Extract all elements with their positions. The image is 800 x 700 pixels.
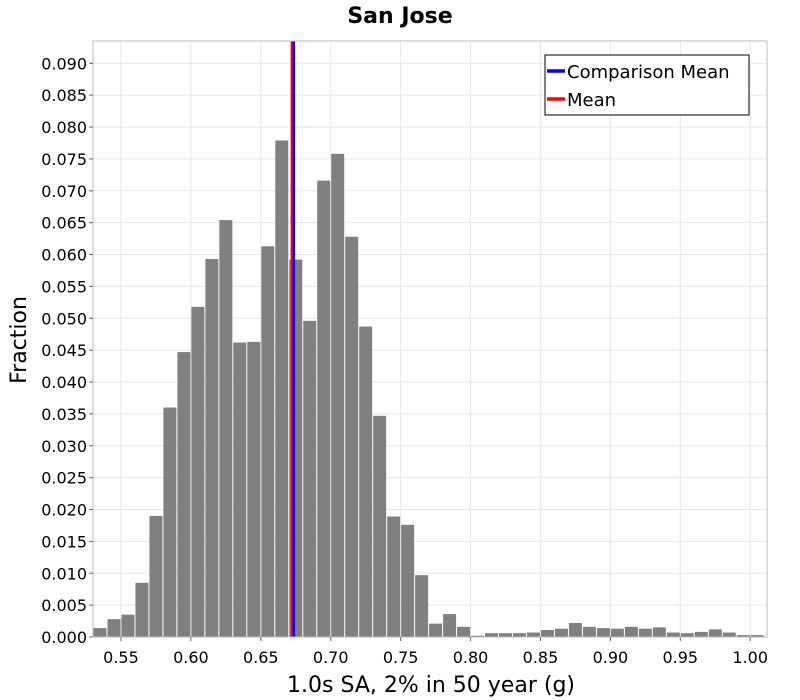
histogram-bar	[680, 633, 694, 637]
y-tick-label: 0.090	[41, 54, 87, 73]
histogram-bar	[303, 320, 317, 637]
plot-area: 0.000 0.005 0.010 0.015 0.020 0.025 0.030 0.035…	[41, 40, 768, 667]
histogram-bar	[708, 629, 722, 637]
histogram-bar	[429, 623, 443, 637]
y-tick-label: 0.085	[41, 86, 87, 105]
x-tick-label: 0.90	[593, 648, 629, 667]
histogram-bar	[596, 628, 610, 637]
histogram-bar	[359, 326, 373, 637]
y-tick-label: 0.025	[41, 469, 87, 488]
histogram-bar	[471, 635, 485, 637]
x-axis-label: 1.0s SA, 2% in 50 year (g)	[287, 673, 575, 698]
chart-title: San Jose	[347, 4, 452, 29]
histogram-bar	[666, 632, 680, 637]
histogram-bar	[582, 626, 596, 637]
histogram-bar	[331, 153, 345, 637]
y-tick-label: 0.040	[41, 373, 87, 392]
histogram-bar	[526, 632, 540, 637]
x-tick-label: 0.65	[243, 648, 279, 667]
histogram-bar	[373, 415, 387, 637]
legend-label-comparison-mean: Comparison Mean	[567, 62, 730, 83]
legend-label-mean: Mean	[567, 90, 616, 111]
x-tick-label: 1.00	[732, 648, 768, 667]
histogram-bar	[750, 635, 764, 637]
histogram-bar	[415, 575, 429, 637]
plot-border	[92, 40, 768, 638]
histogram-bar	[736, 635, 750, 637]
histogram-bar	[568, 622, 582, 637]
histogram-bar	[163, 407, 177, 637]
histogram-bar	[345, 236, 359, 637]
y-tick-label: 0.055	[41, 277, 87, 296]
histogram-bar	[499, 633, 513, 637]
y-tick-label: 0.045	[41, 341, 87, 360]
y-axis-label: Fraction	[7, 296, 32, 384]
y-tick-label: 0.000	[41, 628, 87, 647]
histogram-bar	[135, 582, 149, 637]
histogram-bar	[191, 306, 205, 637]
x-tick-label: 0.60	[173, 648, 209, 667]
histogram-bar	[177, 352, 191, 637]
y-tick-label: 0.060	[41, 246, 87, 265]
y-tick-label: 0.010	[41, 564, 87, 583]
y-tick-label: 0.030	[41, 437, 87, 456]
histogram-bar	[610, 628, 624, 637]
x-tick-label: 0.55	[103, 648, 139, 667]
x-tick-label: 0.70	[313, 648, 349, 667]
histogram-bar	[554, 628, 568, 637]
y-tick-label: 0.020	[41, 501, 87, 520]
x-tick-label: 0.95	[662, 648, 698, 667]
histogram-bar	[443, 614, 457, 637]
histogram-bar	[624, 626, 638, 637]
histogram-bar	[540, 629, 554, 637]
y-tick-label: 0.080	[41, 118, 87, 137]
histogram-bar	[107, 619, 121, 637]
plot-background	[93, 41, 767, 637]
histogram-bar	[205, 259, 219, 637]
y-tick-label: 0.050	[41, 309, 87, 328]
legend-box	[544, 54, 750, 116]
histogram-bar	[457, 626, 471, 637]
histogram-bar	[261, 246, 275, 637]
histogram-bar	[247, 341, 261, 637]
histogram-bar	[317, 180, 331, 638]
x-tick-label: 0.80	[453, 648, 489, 667]
x-tick-label: 0.75	[383, 648, 419, 667]
histogram-bar	[722, 632, 736, 637]
x-tick-label: 0.85	[523, 648, 559, 667]
histogram-bar	[93, 628, 107, 637]
histogram-bar	[149, 515, 163, 637]
y-tick-label: 0.065	[41, 214, 87, 233]
y-tick-label: 0.075	[41, 150, 87, 169]
histogram-bar	[513, 633, 526, 637]
histogram-bar	[694, 631, 708, 637]
histogram-bar	[485, 633, 499, 637]
histogram-bar	[219, 220, 233, 637]
histogram-bar	[401, 524, 415, 637]
histogram-bar	[121, 614, 135, 637]
y-tick-label: 0.070	[41, 182, 87, 201]
y-tick-label: 0.015	[41, 532, 87, 551]
histogram-bar	[387, 516, 401, 637]
histogram-bar	[275, 140, 289, 637]
histogram-bar	[638, 628, 652, 637]
histogram-bar	[652, 627, 666, 637]
histogram-bar	[233, 342, 247, 637]
y-tick-label: 0.005	[41, 596, 87, 615]
y-tick-label: 0.035	[41, 405, 87, 424]
